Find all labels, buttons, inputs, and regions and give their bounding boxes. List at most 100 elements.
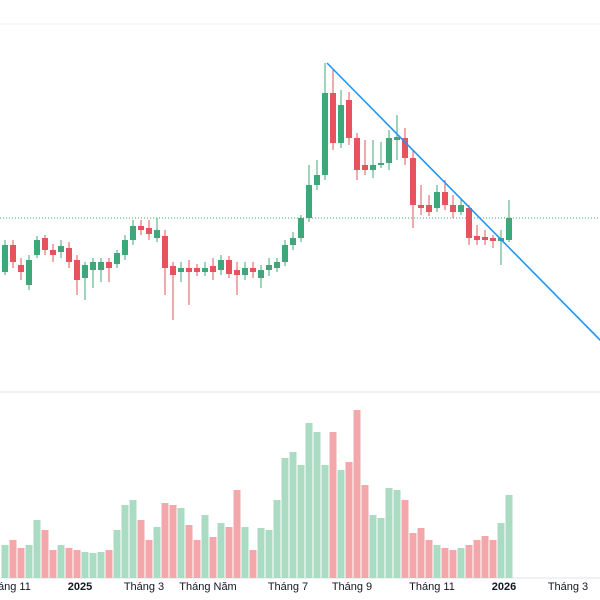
time-axis-label: Tháng 3 <box>548 581 588 593</box>
volume-bar <box>1 545 9 578</box>
candle-body <box>418 205 424 208</box>
candle-body <box>426 205 432 212</box>
volume-bar <box>225 527 233 578</box>
volume-bar <box>281 458 289 578</box>
candle-body <box>234 270 240 275</box>
volume-bar <box>249 550 257 578</box>
candle-body <box>74 260 80 280</box>
volume-bar <box>177 508 185 578</box>
volume-bar <box>89 553 97 578</box>
candle-body <box>194 268 200 272</box>
candle-body <box>162 236 168 268</box>
candle-body <box>146 228 152 234</box>
volume-bar <box>489 540 497 578</box>
volume-bar <box>465 545 473 578</box>
volume-bar <box>481 536 489 578</box>
candle-body <box>250 268 256 272</box>
candle-body <box>490 238 496 241</box>
candle-body <box>34 240 40 255</box>
candle-body <box>442 192 448 205</box>
volume-bar <box>121 505 129 578</box>
candle-body <box>338 105 344 143</box>
candle-body <box>330 93 336 143</box>
volume-bar <box>65 548 73 578</box>
time-axis-label: Tháng 7 <box>268 581 308 593</box>
volume-bar <box>505 495 513 578</box>
volume-bar <box>385 488 393 578</box>
candle-body <box>306 185 312 218</box>
candle-body <box>242 268 248 275</box>
volume-bar <box>105 550 113 578</box>
candle-body <box>282 245 288 262</box>
candle-body <box>66 248 72 262</box>
volume-bar <box>441 548 449 578</box>
volume-bar <box>337 470 345 578</box>
volume-bar <box>361 485 369 578</box>
candle-body <box>298 218 304 238</box>
candle-body <box>506 218 512 240</box>
volume-bar <box>9 540 17 578</box>
candle-body <box>186 268 192 272</box>
candle-body <box>90 262 96 270</box>
volume-bar <box>97 552 105 578</box>
volume-bar <box>233 490 241 578</box>
volume-bar <box>33 520 41 578</box>
volume-bar <box>137 520 145 578</box>
time-axis-label: Tháng 3 <box>124 581 164 593</box>
volume-bar <box>273 500 281 578</box>
candle-body <box>154 230 160 238</box>
volume-bar <box>321 465 329 578</box>
volume-bar <box>217 523 225 578</box>
candle-body <box>58 246 64 252</box>
candle-body <box>226 260 232 274</box>
candle-body <box>450 205 456 212</box>
candle-body <box>178 268 184 272</box>
volume-bar <box>313 432 321 578</box>
time-axis-label: Tháng Năm <box>179 581 236 593</box>
candle-body <box>386 138 392 163</box>
volume-bar <box>113 530 121 578</box>
candle-body <box>482 237 488 240</box>
candle-body <box>130 226 136 240</box>
volume-bar <box>433 545 441 578</box>
candle-body <box>322 93 328 175</box>
candle-body <box>114 253 120 264</box>
candle-body <box>10 245 16 262</box>
volume-bar <box>193 540 201 578</box>
candle-body <box>98 262 104 270</box>
candle-body <box>138 226 144 230</box>
candle-body <box>474 236 480 240</box>
volume-bar <box>329 432 337 578</box>
time-axis-label: Tháng 9 <box>332 581 372 593</box>
volume-bar <box>305 423 313 578</box>
volume-bar <box>473 540 481 578</box>
volume-bar <box>241 527 249 578</box>
candle-body <box>266 265 272 270</box>
trendline[interactable] <box>326 62 600 345</box>
candle-body <box>410 158 416 205</box>
time-axis-label: Tháng 11 <box>409 581 455 593</box>
time-axis-label: Tháng 11 <box>0 581 31 593</box>
volume-bar <box>57 545 65 578</box>
volume-bar <box>497 523 505 578</box>
candle-body <box>394 137 400 140</box>
volume-bar <box>289 452 297 578</box>
candle-body <box>290 238 296 245</box>
volume-bar <box>41 530 49 578</box>
volume-bar <box>345 462 353 578</box>
volume-bar <box>457 548 465 578</box>
time-axis-label: 2026 <box>492 581 516 593</box>
candle-body <box>466 208 472 238</box>
volume-bar <box>425 540 433 578</box>
volume-bar <box>377 518 385 578</box>
candle-body <box>274 262 280 268</box>
candle-body <box>82 265 88 278</box>
volume-bar <box>369 515 377 578</box>
volume-bar <box>73 550 81 578</box>
candle-body <box>378 163 384 165</box>
candle-body <box>314 175 320 185</box>
candle-body <box>218 260 224 270</box>
volume-bar <box>185 525 193 578</box>
volume-bar <box>401 500 409 578</box>
candle-body <box>202 268 208 272</box>
